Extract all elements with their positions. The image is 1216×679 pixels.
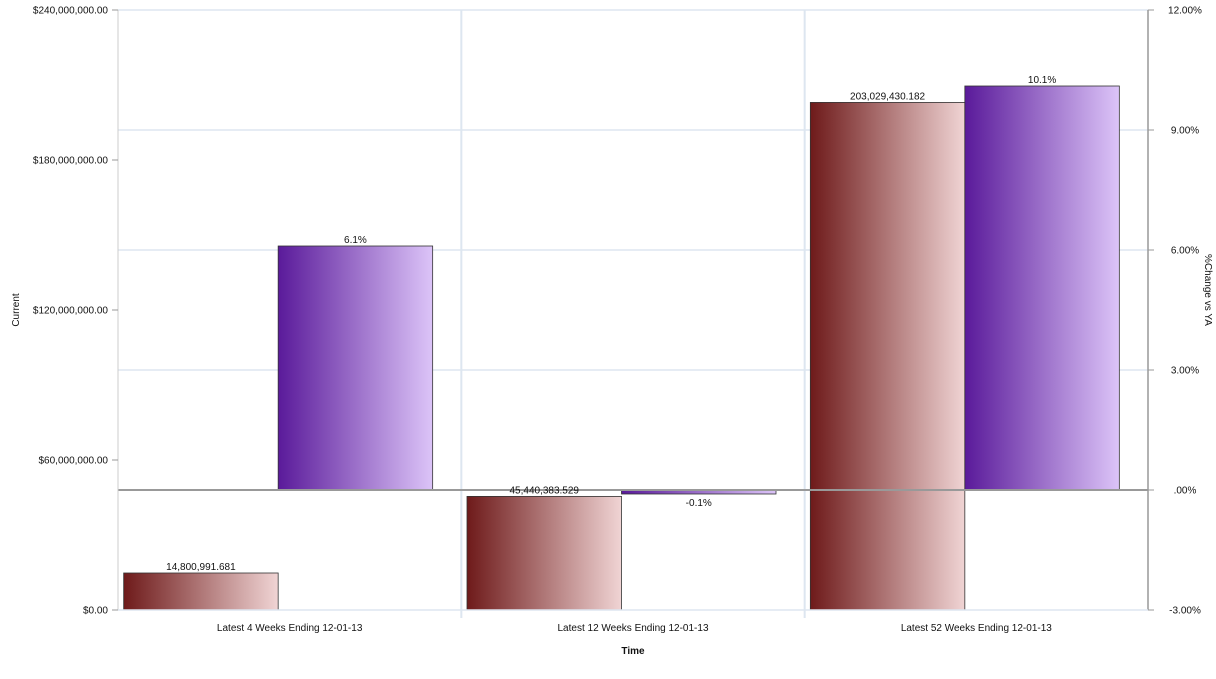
axis-layer [112, 9, 1154, 611]
data-label-current: 14,800,991.681 [166, 562, 236, 573]
data-label-current: 203,029,430.182 [850, 91, 926, 102]
data-label-current: 45,440,383.529 [509, 485, 579, 496]
y-axis-title: Current [11, 293, 22, 327]
y-tick-label: $60,000,000.00 [38, 456, 108, 467]
bar-pct-change[interactable] [277, 245, 434, 491]
x-tick-label: Latest 12 Weeks Ending 12-01-13 [557, 623, 708, 634]
y2-tick-label: 9.00% [1171, 126, 1199, 137]
y2-tick-label: 12.00% [1168, 6, 1202, 17]
y2-tick-label: .00% [1174, 486, 1197, 497]
bar-current[interactable] [466, 495, 622, 611]
data-label-pct-change: 6.1% [344, 235, 367, 246]
y-tick-label: $120,000,000.00 [33, 306, 109, 317]
x-tick-label: Latest 4 Weeks Ending 12-01-13 [217, 623, 363, 634]
bar-layer [123, 85, 1120, 611]
data-label-pct-change: -0.1% [686, 498, 712, 509]
y2-tick-label: 6.00% [1171, 246, 1199, 257]
y-tick-label: $0.00 [83, 606, 108, 617]
bar-current[interactable] [809, 102, 966, 611]
y-tick-label: $180,000,000.00 [33, 156, 109, 167]
data-label-pct-change: 10.1% [1028, 75, 1056, 86]
bar-current[interactable] [123, 572, 279, 611]
bar-pct-change[interactable] [964, 85, 1120, 491]
label-layer: 14,800,991.681 6.1% Latest 4 Weeks Ending … [11, 6, 1213, 658]
y-tick-label: $240,000,000.00 [33, 6, 109, 17]
y2-axis-title: %Change vs YA [1202, 254, 1213, 326]
y2-tick-label: -3.00% [1169, 606, 1201, 617]
x-tick-label: Latest 52 Weeks Ending 12-01-13 [901, 623, 1052, 634]
y2-tick-label: 3.00% [1171, 366, 1199, 377]
x-axis-title: Time [621, 646, 645, 657]
